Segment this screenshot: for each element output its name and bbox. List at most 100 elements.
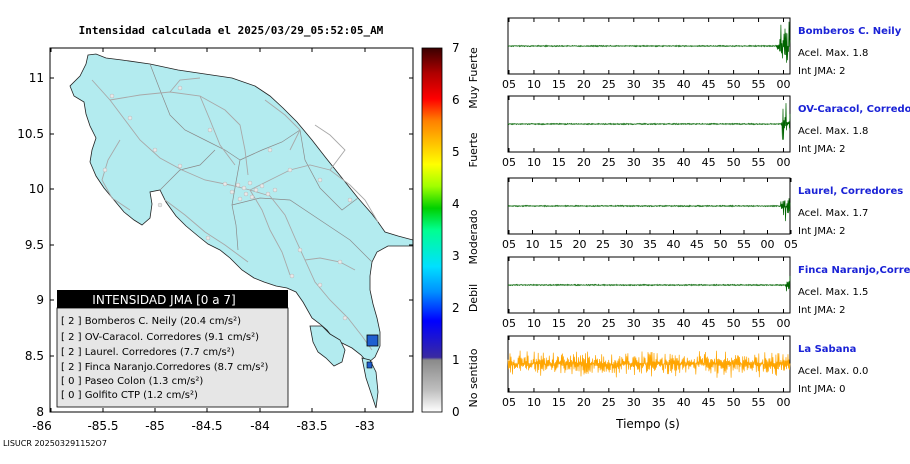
- station-acel: Acel. Max. 1.5: [798, 287, 868, 298]
- trace-panel: 05 10 15 20 25 30 35 40 45 50 55 00 OV-Caracol, Corr…: [502, 95, 910, 169]
- colorbar-tick: 2: [452, 301, 460, 315]
- station-jma: Int JMA: 2: [798, 144, 846, 155]
- legend-entry: [ 2 ] OV-Caracol. Corredores (9.1 cm/s²): [61, 332, 259, 343]
- trace-x-tick: 05: [502, 317, 516, 330]
- waveform-line: [507, 350, 791, 378]
- colorbar-tick: 4: [452, 197, 460, 211]
- trace-x-tick: 30: [627, 78, 641, 91]
- trace-x-tick: 45: [702, 156, 716, 169]
- trace-x-tick: 45: [702, 78, 716, 91]
- colorbar-tick: 3: [452, 249, 460, 263]
- colorbar-label: Moderado: [467, 209, 480, 264]
- road-network: [91, 77, 379, 351]
- map-title: Intensidad calculada el 2025/03/29_05:52…: [79, 24, 384, 37]
- trace-x-tick: 35: [643, 238, 657, 251]
- station-name: Laurel, Corredores: [798, 186, 903, 197]
- legend-entry: [ 2 ] Laurel. Corredores (7.7 cm/s²): [61, 347, 235, 358]
- trace-x-tick: 50: [727, 78, 741, 91]
- legend-header: [57, 290, 288, 308]
- trace-x-tick: 20: [577, 156, 591, 169]
- legend-entry: [ 2 ] Bomberos C. Neily (20.4 cm/s²): [61, 316, 241, 327]
- map-x-tick: -84: [250, 419, 270, 433]
- trace-x-tick: 10: [526, 238, 540, 251]
- trace-x-tick: 40: [677, 317, 691, 330]
- trace-x-tick: 00: [777, 396, 791, 409]
- map-x-tick: -84.5: [191, 419, 222, 433]
- colorbar-label: Debil: [467, 284, 480, 312]
- trace-x-tick: 55: [752, 396, 766, 409]
- footer-id: LISUCR 202503291152O7: [3, 439, 107, 448]
- legend-title: INTENSIDAD JMA [0 a 7]: [92, 293, 235, 307]
- trace-x-tick: 35: [652, 317, 666, 330]
- map-x-tick: -83: [355, 419, 375, 433]
- waveform-line: [507, 198, 791, 222]
- trace-x-tick: 10: [527, 317, 541, 330]
- waveform-line: [507, 21, 791, 63]
- trace-x-tick: 00: [777, 78, 791, 91]
- trace-x-tick: 20: [577, 396, 591, 409]
- trace-panel: 05 10 15 20 25 30 35 40 45 50 55 00 La Sabana Acel. M…: [502, 335, 868, 409]
- trace-panel: 05 10 15 20 25 30 35 40 45 50 55 00 Finca Naranjo,Co…: [502, 256, 910, 330]
- trace-x-tick: 40: [677, 396, 691, 409]
- trace-x-tick: 00: [777, 317, 791, 330]
- trace-x-tick: 20: [577, 317, 591, 330]
- map-x-tick: -85: [145, 419, 165, 433]
- station-name: La Sabana: [798, 344, 856, 355]
- trace-x-tick: 10: [527, 396, 541, 409]
- map-y-tick: 8.5: [25, 349, 44, 363]
- trace-x-tick: 05: [784, 238, 798, 251]
- legend-body: [56, 307, 289, 408]
- trace-x-tick: 30: [627, 156, 641, 169]
- trace-x-tick: 20: [577, 78, 591, 91]
- station-name: Finca Naranjo,Corredores: [798, 265, 910, 276]
- station-jma: Int JMA: 2: [798, 226, 846, 237]
- trace-x-tick: 45: [702, 396, 716, 409]
- colorbar-label: Fuerte: [467, 132, 480, 167]
- legend-entry: [ 0 ] Paseo Colon (1.3 cm/s²): [61, 376, 203, 387]
- trace-x-tick: 40: [677, 78, 691, 91]
- map-y-tick: 11: [29, 71, 44, 85]
- trace-x-tick: 05: [502, 238, 516, 251]
- trace-x-tick: 05: [502, 396, 516, 409]
- map-x-axis: -86 -85.5 -85 -84.5 -84 -83.5 -83: [32, 48, 375, 433]
- intensity-legend: INTENSIDAD JMA [0 a 7] [ 2 ] Bomberos C.…: [56, 290, 289, 408]
- trace-x-tick: 45: [702, 317, 716, 330]
- station-acel: Acel. Max. 1.7: [798, 208, 868, 219]
- colorbar-tick: 0: [452, 405, 460, 419]
- trace-x-tick: 55: [752, 156, 766, 169]
- trace-x-tick: 30: [627, 396, 641, 409]
- trace-x-tick: 50: [714, 238, 728, 251]
- map-y-tick: 10: [29, 182, 44, 196]
- station-name: OV-Caracol, Corredores: [798, 104, 910, 115]
- trace-x-tick: 50: [727, 396, 741, 409]
- map-x-tick: -83.5: [296, 419, 327, 433]
- trace-x-tick: 35: [652, 156, 666, 169]
- town-markers: [102, 85, 353, 321]
- trace-x-tick: 40: [677, 156, 691, 169]
- colorbar-label: No sentido: [467, 348, 480, 407]
- trace-x-tick: 55: [752, 317, 766, 330]
- legend-entry: [ 0 ] Golfito CTP (1.2 cm/s²): [61, 390, 198, 401]
- colorbar-label: Muy Fuerte: [467, 47, 480, 109]
- trace-x-tick: 15: [552, 317, 566, 330]
- station-acel: Acel. Max. 1.8: [798, 48, 868, 59]
- seismogram-panels: 05 10 15 20 25 30 35 40 45 50 55 00 Bomberos C. Neil…: [502, 17, 910, 409]
- trace-x-tick: 00: [777, 156, 791, 169]
- trace-x-tick: 30: [620, 238, 634, 251]
- station-name: Bomberos C. Neily: [798, 26, 902, 37]
- trace-x-tick: 40: [667, 238, 681, 251]
- map-y-tick: 8: [36, 405, 44, 419]
- trace-x-tick: 35: [652, 396, 666, 409]
- station-acel: Acel. Max. 0.0: [798, 366, 868, 377]
- station-acel: Acel. Max. 1.8: [798, 126, 868, 137]
- trace-x-tick: 20: [573, 238, 587, 251]
- trace-x-tick: 25: [596, 238, 610, 251]
- map-frame: [49, 47, 414, 413]
- map-y-tick: 10.5: [17, 127, 44, 141]
- map-x-tick: -86: [32, 419, 52, 433]
- trace-x-tick: 55: [752, 78, 766, 91]
- trace-x-tick: 15: [552, 78, 566, 91]
- trace-x-tick: 15: [552, 156, 566, 169]
- trace-x-tick: 50: [727, 156, 741, 169]
